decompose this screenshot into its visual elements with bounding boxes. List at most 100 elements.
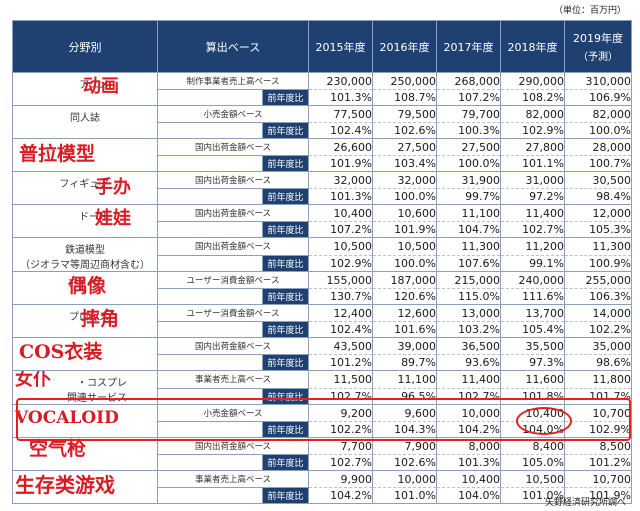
table-row: 同人誌 小売金額ベース 77,500 79,500 79,700 82,000 82,000 bbox=[12, 105, 633, 139]
value-cell: 10,500 bbox=[372, 237, 438, 255]
value-cell: 14,000 bbox=[564, 304, 633, 322]
header-category: 分野別 bbox=[12, 20, 158, 73]
yoy-cell: 104.2% bbox=[308, 487, 374, 504]
header-row: 分野別 算出ベース 2015年度 2016年度 2017年度 2018年度 20… bbox=[12, 20, 633, 73]
category-cell: フィギュア 手办 bbox=[12, 171, 158, 205]
value-cell: 12,400 bbox=[308, 304, 374, 322]
category-zh-annotation: 手办 bbox=[95, 177, 131, 198]
vocaloid-2018-highlight-circle bbox=[516, 407, 572, 435]
value-cell: 35,500 bbox=[500, 337, 566, 355]
yoy-cell: 105.3% bbox=[564, 221, 633, 238]
value-cell: 82,000 bbox=[500, 105, 566, 123]
value-cell: 310,000 bbox=[564, 72, 633, 90]
category-zh-annotation: 动画 bbox=[83, 76, 119, 97]
yoy-cell: 101.6% bbox=[372, 321, 438, 338]
category-cell: 空气枪 bbox=[12, 437, 158, 471]
category-cell: VOCALOID bbox=[12, 404, 158, 438]
method-spacer bbox=[157, 321, 263, 338]
value-cell: 10,500 bbox=[308, 237, 374, 255]
yoy-label: 前年度比 bbox=[261, 122, 310, 139]
yoy-cell: 101.1% bbox=[500, 155, 566, 172]
yoy-cell: 102.7% bbox=[308, 454, 374, 471]
yoy-label: 前年度比 bbox=[261, 254, 310, 272]
value-cell: 290,000 bbox=[500, 72, 566, 90]
value-cell: 27,500 bbox=[372, 138, 438, 156]
table-row: フィギュア 手办 国内出荷金額ベース 32,000 32,000 31,900 31,000… bbox=[12, 171, 633, 205]
category-jp-label: アニメ bbox=[79, 80, 109, 91]
table-row-yoy: 前年度比 102.4% 102.6% 100.3% 102.9% 100.0% bbox=[13, 122, 633, 139]
yoy-cell: 102.4% bbox=[308, 122, 374, 139]
yoy-cell: 103.4% bbox=[372, 155, 438, 172]
table-row: 生存类游戏 事業者売上高ベース 9,900 10,000 10,400 10,500 10,… bbox=[12, 470, 633, 504]
category-cell: 同人誌 bbox=[12, 105, 158, 139]
yoy-cell: 104.7% bbox=[436, 221, 502, 238]
category-jp-label: ドール bbox=[79, 212, 109, 223]
unit-label: （単位：百万円） bbox=[553, 6, 626, 16]
category-zh-annotation: 空气枪 bbox=[29, 438, 87, 460]
category-zh-annotation: VOCALOID bbox=[15, 408, 119, 428]
value-cell: 13,700 bbox=[500, 304, 566, 322]
value-cell: 10,400 bbox=[308, 204, 374, 222]
yoy-cell: 101.9% bbox=[564, 487, 633, 504]
method-spacer bbox=[157, 122, 263, 139]
value-cell: 11,300 bbox=[436, 237, 502, 255]
method-spacer bbox=[157, 454, 263, 471]
category-zh-annotation: 摔角 bbox=[81, 308, 120, 330]
value-cell: 250,000 bbox=[372, 72, 438, 90]
yoy-cell: 115.0% bbox=[436, 288, 502, 305]
value-cell: 8,500 bbox=[564, 437, 633, 455]
category-zh-annotation: COS衣装 bbox=[19, 341, 103, 363]
yoy-label: 前年度比 bbox=[261, 288, 310, 305]
yoy-cell: 100.0% bbox=[372, 254, 438, 272]
table-row: ドール 娃娃 国内出荷金額ベース 10,400 10,600 11,100 11,400 12… bbox=[12, 204, 633, 238]
value-cell: 12,600 bbox=[372, 304, 438, 322]
yoy-cell: 100.0% bbox=[564, 122, 633, 139]
yoy-cell: 100.0% bbox=[372, 188, 438, 205]
header-method: 算出ベース bbox=[156, 20, 310, 73]
method-spacer bbox=[157, 354, 263, 371]
source-note: 矢野経済研究所調べ bbox=[544, 498, 626, 508]
yoy-label: 前年度比 bbox=[261, 421, 310, 438]
header-year-2019: 2019年度 （予測） bbox=[564, 20, 633, 73]
value-cell: 79,500 bbox=[372, 105, 438, 123]
value-cell: 9,200 bbox=[308, 404, 374, 422]
method-cell: 事業者売上高ベース bbox=[156, 370, 310, 389]
value-cell: 215,000 bbox=[436, 271, 502, 289]
value-cell: 13,000 bbox=[436, 304, 502, 322]
method-spacer bbox=[157, 221, 263, 238]
value-cell: 9,900 bbox=[308, 470, 374, 488]
vocaloid-highlight-box bbox=[16, 398, 631, 441]
method-spacer bbox=[157, 89, 263, 106]
market-size-table: 分野別 算出ベース 2015年度 2016年度 2017年度 2018年度 20… bbox=[12, 20, 633, 504]
value-cell: 9,600 bbox=[372, 404, 438, 422]
table-row-yoy: 前年度比 130.7% 120.6% 115.0% 111.6% 106.3% bbox=[13, 288, 633, 305]
table-row: ・コスプレ 関連サービス 女仆 事業者売上高ベース 11,500 11,100 11,400… bbox=[12, 370, 633, 405]
value-cell: 11,300 bbox=[564, 237, 633, 255]
table-row-yoy: 前年度比 102.7% 102.6% 101.3% 105.0% 101.2% bbox=[13, 454, 633, 471]
value-cell: 36,500 bbox=[436, 337, 502, 355]
yoy-cell: 111.6% bbox=[500, 288, 566, 305]
yoy-label: 前年度比 bbox=[261, 454, 310, 471]
table-row-yoy: 前年度比 104.2% 101.0% 104.0% 101.0% 101.9% bbox=[13, 487, 633, 504]
yoy-label: 前年度比 bbox=[261, 221, 310, 238]
value-cell: 43,500 bbox=[308, 337, 374, 355]
method-cell: 制作事業者売上高ベース bbox=[156, 72, 310, 90]
value-cell: 27,800 bbox=[500, 138, 566, 156]
yoy-cell: 102.7% bbox=[500, 221, 566, 238]
value-cell: 7,700 bbox=[308, 437, 374, 455]
method-cell: 国内出荷金額ベース bbox=[156, 138, 310, 156]
method-cell: 国内出荷金額ベース bbox=[156, 437, 310, 455]
yoy-cell: 103.2% bbox=[436, 321, 502, 338]
yoy-cell: 102.9% bbox=[500, 122, 566, 139]
value-cell: 11,100 bbox=[436, 204, 502, 222]
method-spacer bbox=[157, 188, 263, 205]
yoy-cell: 100.9% bbox=[564, 254, 633, 272]
yoy-cell: 120.6% bbox=[372, 288, 438, 305]
yoy-cell: 102.9% bbox=[308, 254, 374, 272]
value-cell: 10,400 bbox=[436, 470, 502, 488]
category-jp-sublabel: （ジオラマ等周辺商材含む） bbox=[20, 260, 150, 271]
yoy-cell: 101.3% bbox=[308, 89, 374, 106]
category-cell: アニメ 动画 bbox=[12, 72, 158, 106]
yoy-cell: 101.0% bbox=[372, 487, 438, 504]
yoy-label: 前年度比 bbox=[261, 487, 310, 504]
